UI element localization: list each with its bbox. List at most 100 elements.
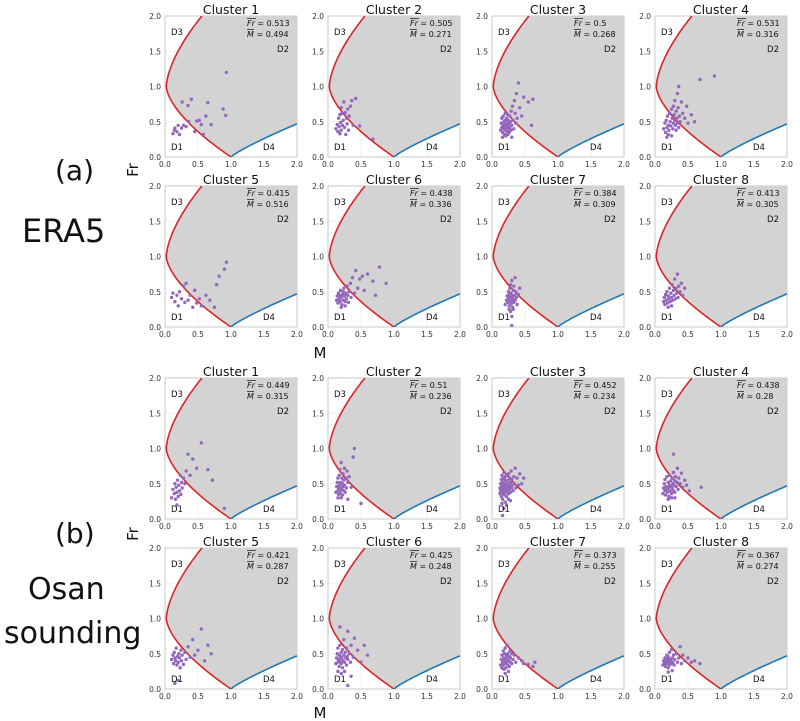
region-label-d2: D2 xyxy=(767,407,779,417)
y-tick-label: 0.5 xyxy=(312,118,324,127)
data-point xyxy=(506,472,511,476)
data-point xyxy=(340,111,344,115)
region-label-d4: D4 xyxy=(590,143,602,153)
region-label-d4: D4 xyxy=(426,505,438,515)
x-tick-label: 2.0 xyxy=(291,330,303,339)
region-label-d4: D4 xyxy=(263,675,275,685)
region-label-d4: D4 xyxy=(753,505,765,515)
data-point xyxy=(510,477,514,482)
data-point xyxy=(666,670,670,674)
x-tick-label: 1.0 xyxy=(715,160,727,169)
data-point xyxy=(351,123,355,127)
data-point xyxy=(509,128,513,132)
fr-mean-value: = 0.449 xyxy=(255,381,290,390)
m-mean-value: = 0.268 xyxy=(581,30,616,39)
data-point xyxy=(665,475,669,479)
data-point xyxy=(673,496,677,500)
data-point xyxy=(204,293,208,297)
data-point xyxy=(176,123,180,127)
fr-mean-value: = 0.505 xyxy=(418,19,453,28)
data-point xyxy=(670,116,674,120)
m-mean-annotation: M = 0.28 xyxy=(737,392,774,401)
data-point xyxy=(337,473,341,477)
data-point xyxy=(663,121,667,125)
y-tick-label: 2.0 xyxy=(312,182,324,191)
y-tick-label: 0.5 xyxy=(312,650,324,659)
fr-mean-annotation: Fr = 0.421 xyxy=(247,551,290,560)
x-tick-label: 2.0 xyxy=(454,692,466,701)
data-point xyxy=(665,290,669,294)
data-point xyxy=(171,291,175,295)
x-tick-label: 1.0 xyxy=(388,160,400,169)
data-point xyxy=(661,491,665,496)
data-point xyxy=(197,118,202,123)
fr-mean-annotation: Fr = 0.384 xyxy=(574,189,617,198)
data-point xyxy=(338,467,342,472)
region-label-d1: D1 xyxy=(334,675,346,685)
data-point xyxy=(339,650,343,655)
region-label-d1: D1 xyxy=(334,505,346,515)
region-label-d4: D4 xyxy=(263,143,275,153)
data-point xyxy=(217,274,221,278)
data-point xyxy=(350,98,354,103)
data-point xyxy=(664,118,668,123)
panel-title: Cluster 6 xyxy=(366,172,422,187)
data-point xyxy=(349,485,353,489)
m-mean-value: = 0.271 xyxy=(417,30,452,39)
y-tick-label: 0.0 xyxy=(149,685,161,694)
y-tick-label: 2.0 xyxy=(149,12,161,21)
data-point xyxy=(169,657,174,662)
data-point xyxy=(681,485,685,489)
m-mean-annotation: M = 0.494 xyxy=(247,30,289,39)
x-axis-label-era5: M xyxy=(314,344,327,362)
data-point xyxy=(668,489,672,493)
data-point xyxy=(175,478,180,482)
data-point xyxy=(352,636,357,640)
y-tick-label: 2.0 xyxy=(312,374,324,383)
data-point xyxy=(520,659,524,663)
region-label-d2: D2 xyxy=(440,45,452,55)
x-tick-label: 2.0 xyxy=(454,522,466,531)
data-point xyxy=(183,482,187,486)
x-tick-label: 0.5 xyxy=(682,692,694,701)
data-point xyxy=(673,297,678,301)
data-point xyxy=(362,288,366,293)
data-point xyxy=(354,268,358,273)
y-tick-label: 0.5 xyxy=(476,118,488,127)
data-point xyxy=(188,655,192,659)
data-point xyxy=(197,297,202,301)
region-fill xyxy=(166,378,297,519)
fr-mean-value: = 0.51 xyxy=(418,381,448,390)
data-point xyxy=(665,301,670,305)
data-point xyxy=(667,111,672,115)
x-tick-label: 1.5 xyxy=(585,160,597,169)
data-point xyxy=(338,625,342,629)
m-mean-value: = 0.236 xyxy=(417,392,452,401)
x-tick-label: 1.5 xyxy=(421,522,433,531)
data-point xyxy=(699,485,703,489)
fr-mean-annotation: Fr = 0.51 xyxy=(410,381,448,390)
x-tick-label: 1.5 xyxy=(748,160,760,169)
data-point xyxy=(206,643,210,647)
data-point xyxy=(677,125,681,130)
data-point xyxy=(179,126,184,130)
x-tick-label: 1.5 xyxy=(421,330,433,339)
data-point xyxy=(514,660,518,664)
region-fill xyxy=(166,186,297,327)
data-point xyxy=(174,485,178,489)
data-point xyxy=(674,484,678,489)
y-tick-label: 1.0 xyxy=(149,615,161,624)
fr-mean-annotation: Fr = 0.367 xyxy=(737,551,780,560)
x-tick-label: 0.5 xyxy=(519,330,531,339)
y-tick-label: 0.5 xyxy=(639,118,651,127)
data-point xyxy=(209,122,213,127)
data-point xyxy=(518,286,522,290)
data-point xyxy=(352,446,357,451)
data-point xyxy=(344,297,349,301)
y-tick-label: 1.5 xyxy=(312,409,324,418)
data-point xyxy=(669,304,674,308)
data-point xyxy=(507,307,511,312)
y-tick-label: 2.0 xyxy=(639,544,651,553)
m-mean-annotation: M = 0.315 xyxy=(247,392,289,401)
